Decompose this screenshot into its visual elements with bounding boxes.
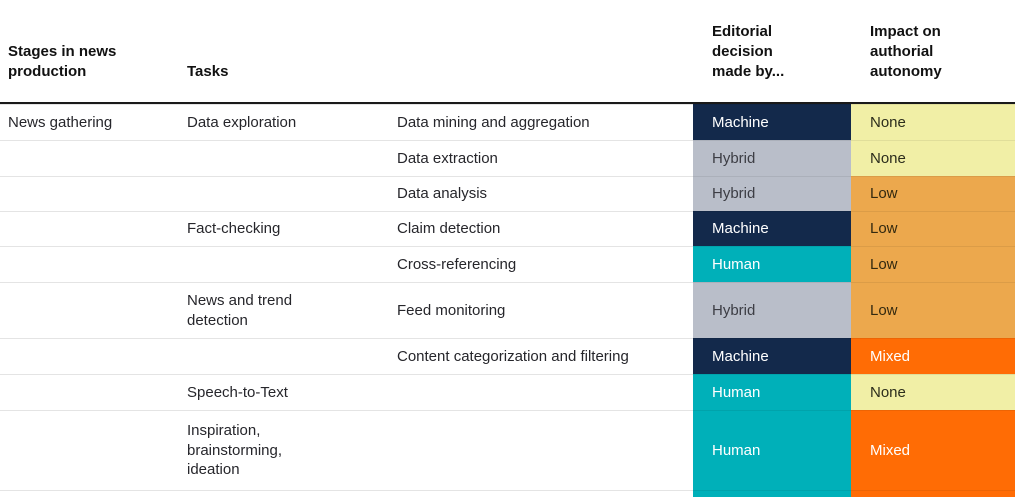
task-cell xyxy=(187,140,397,176)
col-header-decision-label: Editorial decision made by... xyxy=(712,23,785,81)
stage-cell xyxy=(0,338,187,374)
task-cell xyxy=(187,176,397,211)
task-label: News and trend detection xyxy=(187,292,293,329)
col-header-decision: Editorial decision made by... xyxy=(693,0,851,102)
task-cell: Inspiration, brainstorming, ideation xyxy=(187,410,397,490)
subtask-label: Content categorization and filtering xyxy=(397,347,629,365)
decision-cell: Hybrid xyxy=(693,176,851,211)
task-cell: News and trend detection xyxy=(187,282,397,338)
table-header-row: Stages in news production Tasks Editoria… xyxy=(0,0,1015,104)
decision-cell: Hybrid xyxy=(693,282,851,338)
col-header-impact-label: Impact on authorial autonomy xyxy=(870,23,942,81)
table-row: Speech-to-Text Human None xyxy=(0,374,1015,410)
subtask-label: Data analysis xyxy=(397,185,488,203)
impact-cell: Mixed xyxy=(851,410,1015,490)
col-header-stage-label: Stages in news production xyxy=(8,43,117,81)
subtask-label: Data mining and aggregation xyxy=(397,113,590,131)
table-row-partial xyxy=(0,490,1015,497)
subtask-cell: Data extraction xyxy=(397,140,693,176)
col-header-tasks-label: Tasks xyxy=(187,63,229,81)
subtask-label: Feed monitoring xyxy=(397,301,506,319)
subtask-cell: Cross-referencing xyxy=(397,246,693,282)
task-label: Inspiration, brainstorming, ideation xyxy=(187,422,283,479)
decision-cell: Human xyxy=(693,410,851,490)
col-header-stage: Stages in news production xyxy=(0,0,187,102)
task-cell: Fact-checking xyxy=(187,211,397,246)
task-cell xyxy=(187,490,397,497)
table-row: Data extraction Hybrid None xyxy=(0,140,1015,176)
subtask-label: Cross-referencing xyxy=(397,255,517,273)
stage-cell: News gathering xyxy=(0,104,187,140)
impact-cell: None xyxy=(851,374,1015,410)
subtask-cell: Content categorization and filtering xyxy=(397,338,693,374)
task-label: Data exploration xyxy=(187,113,297,131)
table-row: News and trend detection Feed monitoring… xyxy=(0,282,1015,338)
impact-cell: None xyxy=(851,140,1015,176)
subtask-cell: Data mining and aggregation xyxy=(397,104,693,140)
impact-cell: Low xyxy=(851,282,1015,338)
decision-cell: Human xyxy=(693,374,851,410)
col-header-tasks: Tasks xyxy=(187,0,397,102)
task-cell: Speech-to-Text xyxy=(187,374,397,410)
subtask-cell xyxy=(397,410,693,490)
task-cell: Data exploration xyxy=(187,104,397,140)
stage-cell xyxy=(0,410,187,490)
subtask-cell: Claim detection xyxy=(397,211,693,246)
subtask-cell xyxy=(397,374,693,410)
stage-cell xyxy=(0,176,187,211)
subtask-cell: Data analysis xyxy=(397,176,693,211)
table-row: Inspiration, brainstorming, ideation Hum… xyxy=(0,410,1015,490)
col-header-impact: Impact on authorial autonomy xyxy=(851,0,1015,102)
subtask-label: Claim detection xyxy=(397,220,501,238)
table-row: Data analysis Hybrid Low xyxy=(0,176,1015,211)
stage-cell xyxy=(0,211,187,246)
impact-cell: Low xyxy=(851,176,1015,211)
stage-cell xyxy=(0,282,187,338)
table-row: Cross-referencing Human Low xyxy=(0,246,1015,282)
table-row: Fact-checking Claim detection Machine Lo… xyxy=(0,211,1015,246)
decision-cell: Machine xyxy=(693,104,851,140)
table-row: Content categorization and filtering Mac… xyxy=(0,338,1015,374)
impact-cell: Mixed xyxy=(851,338,1015,374)
impact-cell: None xyxy=(851,104,1015,140)
task-label: Fact-checking xyxy=(187,220,281,238)
subtask-label: Data extraction xyxy=(397,149,498,167)
impact-cell: Low xyxy=(851,211,1015,246)
stage-cell xyxy=(0,140,187,176)
decision-cell: Hybrid xyxy=(693,140,851,176)
decision-cell xyxy=(693,490,851,497)
decision-cell: Machine xyxy=(693,338,851,374)
task-cell xyxy=(187,338,397,374)
impact-cell xyxy=(851,490,1015,497)
decision-cell: Human xyxy=(693,246,851,282)
decision-cell: Machine xyxy=(693,211,851,246)
subtask-cell xyxy=(397,490,693,497)
task-label: Speech-to-Text xyxy=(187,383,288,401)
task-cell xyxy=(187,246,397,282)
stage-cell xyxy=(0,246,187,282)
impact-cell: Low xyxy=(851,246,1015,282)
stage-cell xyxy=(0,374,187,410)
col-header-subtask xyxy=(397,0,693,102)
stage-label: News gathering xyxy=(8,113,113,131)
stage-cell xyxy=(0,490,187,497)
subtask-cell: Feed monitoring xyxy=(397,282,693,338)
table-row: News gathering Data exploration Data min… xyxy=(0,104,1015,140)
